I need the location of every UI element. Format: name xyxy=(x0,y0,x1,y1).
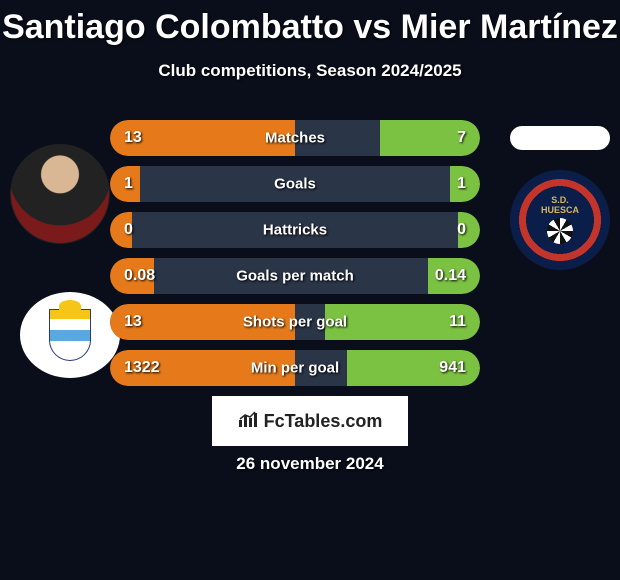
stat-row: 1322 941 Min per goal xyxy=(110,350,480,386)
stat-row: 13 11 Shots per goal xyxy=(110,304,480,340)
club-right-text: S.D. HUESCA xyxy=(541,196,579,216)
club-left-badge xyxy=(20,292,120,378)
stat-value-right: 0.14 xyxy=(435,267,466,285)
stat-value-left: 13 xyxy=(124,313,142,331)
club-right-label: S.D. HUESCA xyxy=(541,196,579,244)
stat-value-right: 7 xyxy=(457,129,466,147)
shield-icon xyxy=(49,309,91,361)
ball-icon xyxy=(547,218,573,244)
player-right-avatar xyxy=(510,126,610,150)
chart-icon xyxy=(238,410,260,433)
stat-value-right: 1 xyxy=(457,175,466,193)
stat-value-left: 0 xyxy=(124,221,133,239)
stat-row: 1 1 Goals xyxy=(110,166,480,202)
club-right-badge: S.D. HUESCA xyxy=(510,170,610,270)
stat-label: Matches xyxy=(265,130,325,147)
stat-row: 0 0 Hattricks xyxy=(110,212,480,248)
subtitle: Club competitions, Season 2024/2025 xyxy=(0,61,620,81)
logo-text: FcTables.com xyxy=(264,411,383,432)
player-left-avatar xyxy=(10,144,110,244)
stat-value-left: 13 xyxy=(124,129,142,147)
fctables-logo: FcTables.com xyxy=(212,396,408,446)
comparison-date: 26 november 2024 xyxy=(236,454,383,474)
stat-label: Goals per match xyxy=(236,268,354,285)
page-title: Santiago Colombatto vs Mier Martínez xyxy=(0,0,620,47)
stat-value-right: 0 xyxy=(457,221,466,239)
stat-value-left: 0.08 xyxy=(124,267,155,285)
stat-value-left: 1322 xyxy=(124,359,160,377)
stat-label: Shots per goal xyxy=(243,314,347,331)
stat-value-left: 1 xyxy=(124,175,133,193)
stat-label: Goals xyxy=(274,176,316,193)
stats-container: 137Matches11Goals00Hattricks0.080.14Goal… xyxy=(110,120,480,396)
stat-value-right: 11 xyxy=(449,313,466,331)
stat-value-right: 941 xyxy=(439,359,466,377)
stat-row: 13 7 Matches xyxy=(110,120,480,156)
stat-label: Hattricks xyxy=(263,222,327,239)
stat-row: 0.08 0.14 Goals per match xyxy=(110,258,480,294)
stat-label: Min per goal xyxy=(251,360,339,377)
